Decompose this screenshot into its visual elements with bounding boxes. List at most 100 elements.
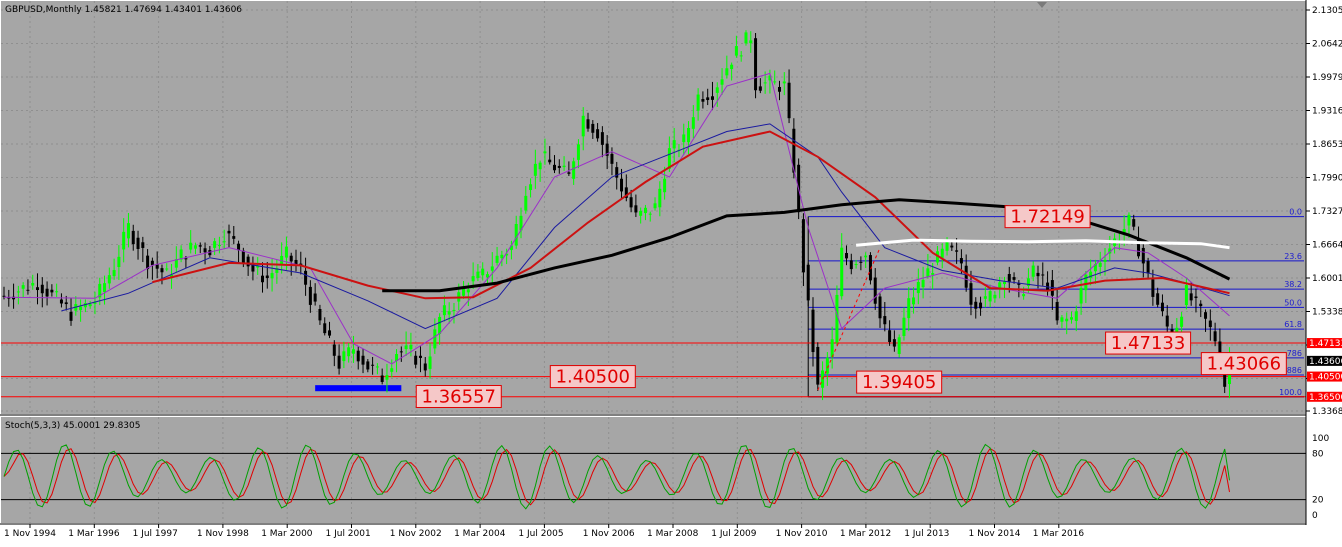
candle-body [146, 255, 150, 270]
date-tick-label: 1 Nov 2002 [390, 529, 442, 539]
candle-body [98, 283, 102, 298]
candle-body [744, 32, 748, 44]
candle-body [1098, 262, 1102, 267]
price-scale[interactable]: 2.13050 2.06420 1.99790 1.93160 1.86530 1.799… [0, 0, 1342, 525]
candle-body [213, 241, 217, 248]
date-tick-label: 1 Mar 2008 [647, 529, 699, 539]
stochastic-panel[interactable]: Stoch(5,3,3) 45.0001 29.8305 [1, 417, 1306, 523]
candle-body [663, 178, 667, 193]
price-annotation[interactable]: 1.36557 [415, 384, 502, 408]
annotation-box [1200, 352, 1287, 376]
candle-body [567, 172, 571, 174]
price-badge-text: 1.43606 [1309, 357, 1342, 367]
candle-body [16, 291, 20, 293]
candle-body [256, 265, 260, 268]
candle-body [581, 115, 585, 137]
candle-body [816, 346, 820, 385]
candle-body [959, 258, 963, 264]
candle-body [423, 363, 427, 371]
candle-body [950, 245, 954, 248]
price-badge-bg [1307, 371, 1342, 382]
candle-body [1070, 317, 1074, 320]
candle-body [672, 140, 676, 149]
date-axis[interactable]: 1 Nov 1994 1 Mar 1996 1 Jul 1997 1 Nov 1998… [4, 524, 1084, 539]
candle-body [399, 351, 403, 353]
candle-body [7, 297, 11, 299]
horizontal-levels[interactable] [1, 342, 1306, 398]
candle-body [442, 305, 446, 316]
candle-body [868, 255, 872, 281]
annotation-text: 1.40500 [556, 367, 630, 388]
candle-body [720, 79, 724, 85]
candle-body [845, 252, 849, 259]
candle-body [1022, 294, 1026, 297]
candle-body [543, 151, 547, 154]
candle-body [634, 205, 638, 213]
candle-body [983, 296, 987, 299]
fib-level-label: 50.0 [1284, 298, 1302, 307]
candle-body [562, 165, 566, 168]
candle-body [548, 159, 552, 163]
stochastic-tick-label: 100 [1312, 434, 1329, 444]
price-annotation[interactable]: 1.72149 [1004, 205, 1091, 229]
candle-body [926, 268, 930, 277]
candle-body [270, 273, 274, 279]
stochastic-lines [3, 443, 1230, 510]
price-annotation[interactable]: 1.40500 [549, 365, 636, 389]
candle-body [801, 219, 805, 273]
price-tick-label: 1.60010 [1312, 274, 1342, 284]
stochastic-tick-label: 20 [1312, 496, 1324, 506]
candle-body [165, 268, 169, 270]
candle-body [1060, 317, 1064, 322]
candle-body [758, 86, 762, 91]
moving-average-black [382, 198, 1231, 293]
candle-body [859, 261, 863, 263]
candle-body [232, 236, 236, 239]
candle-body [385, 375, 389, 380]
price-annotation[interactable]: 1.39405 [856, 370, 943, 394]
date-tick-label: 1 Jul 2013 [904, 529, 949, 539]
candle-body [897, 337, 901, 354]
stochastic-scale[interactable]: 100 80 20 0 [1312, 434, 1329, 521]
stochastic-panel-background [1, 417, 1306, 523]
price-badge: 1.43606 [1307, 355, 1342, 367]
candle-body [653, 203, 657, 209]
candle-body [452, 309, 456, 312]
candle-body [1031, 265, 1035, 277]
candle-body [284, 246, 288, 258]
candle-body [246, 256, 250, 267]
candle-body [227, 230, 231, 234]
stochastic-tick-label: 0 [1312, 511, 1318, 521]
candle-body [45, 288, 49, 297]
candle-body [782, 81, 786, 84]
candle-body [93, 302, 97, 304]
candle-body [964, 265, 968, 288]
candle-body [59, 299, 63, 304]
candle-body [768, 75, 772, 81]
candle-body [103, 283, 107, 292]
price-annotation[interactable]: 1.47133 [1105, 331, 1192, 355]
highlight-zone[interactable] [315, 385, 402, 392]
candle-body [1103, 259, 1107, 262]
candle-body [347, 347, 351, 357]
date-tick-label: 1 Jul 2009 [711, 529, 756, 539]
price-annotations[interactable]: 1.72149 1.47133 1.43066 1.40500 1.39405 1.365… [415, 205, 1287, 408]
trend-line[interactable] [817, 247, 881, 391]
moving-average-blue [61, 123, 1230, 330]
candle-body [1012, 277, 1016, 280]
date-tick-label: 1 Jul 2005 [518, 529, 563, 539]
annotation-box [1105, 331, 1192, 355]
triangle-down-icon[interactable] [1037, 2, 1047, 8]
candle-body [864, 255, 868, 258]
candle-body [576, 144, 580, 160]
candle-body [1156, 293, 1160, 305]
price-tick-label: 2.13050 [1312, 6, 1342, 16]
candle-body [1151, 279, 1155, 297]
candle-body [553, 164, 557, 171]
price-annotation[interactable]: 1.43066 [1200, 352, 1287, 376]
candle-body [687, 127, 691, 143]
candle-body [524, 195, 528, 211]
candle-body [208, 250, 212, 256]
